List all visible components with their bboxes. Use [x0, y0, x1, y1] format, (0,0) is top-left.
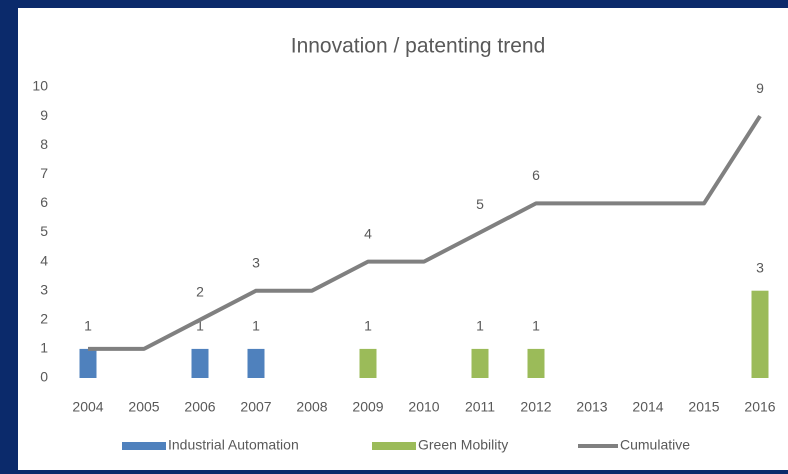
legend-label: Cumulative [620, 437, 690, 453]
x-tick-label: 2010 [408, 399, 439, 415]
legend-label: Green Mobility [418, 437, 508, 453]
y-tick-label: 6 [40, 194, 48, 210]
data-label: 1 [364, 318, 372, 334]
bar [527, 348, 545, 378]
data-label: 3 [756, 259, 764, 275]
legend-label: Industrial Automation [168, 437, 299, 453]
data-label: 1 [532, 318, 540, 334]
x-tick-label: 2009 [352, 399, 383, 415]
y-tick-label: 8 [40, 136, 48, 152]
line [88, 115, 762, 351]
x-tick-label: 2014 [632, 399, 663, 415]
bar [471, 348, 489, 378]
data-label: 5 [476, 196, 484, 212]
data-label: 4 [364, 225, 372, 241]
legend-swatch [372, 442, 416, 450]
bar [359, 348, 377, 378]
x-tick-label: 2012 [520, 399, 551, 415]
y-tick-label: 5 [40, 223, 48, 239]
bar [751, 290, 769, 378]
x-tick-label: 2011 [465, 399, 495, 415]
data-label: 1 [476, 318, 484, 334]
x-tick-label: 2013 [576, 399, 607, 415]
data-label: 9 [756, 80, 764, 96]
bar [191, 348, 209, 378]
data-label: 1 [196, 318, 204, 334]
x-tick-label: 2015 [688, 399, 719, 415]
data-label: 2 [196, 284, 204, 300]
bar [247, 348, 265, 378]
legend-swatch [122, 442, 166, 450]
chart-area [18, 8, 788, 470]
y-tick-label: 1 [40, 340, 48, 356]
x-tick-label: 2007 [240, 399, 271, 415]
x-tick-label: 2006 [184, 399, 215, 415]
y-tick-label: 0 [40, 369, 48, 385]
y-tick-label: 2 [40, 311, 48, 327]
y-tick-label: 4 [40, 252, 48, 268]
y-tick-label: 3 [40, 281, 48, 297]
x-tick-label: 2016 [744, 399, 775, 415]
data-label: 6 [532, 167, 540, 183]
x-tick-label: 2005 [128, 399, 159, 415]
data-label: 1 [84, 318, 92, 334]
y-tick-label: 9 [40, 107, 48, 123]
y-tick-label: 7 [40, 165, 48, 181]
data-label: 1 [252, 318, 260, 334]
x-tick-label: 2004 [72, 399, 103, 415]
x-tick-label: 2008 [296, 399, 327, 415]
chart-title: Innovation / patenting trend [291, 35, 546, 58]
bar [79, 348, 97, 378]
y-tick-label: 10 [32, 78, 48, 94]
data-label: 3 [252, 254, 260, 270]
